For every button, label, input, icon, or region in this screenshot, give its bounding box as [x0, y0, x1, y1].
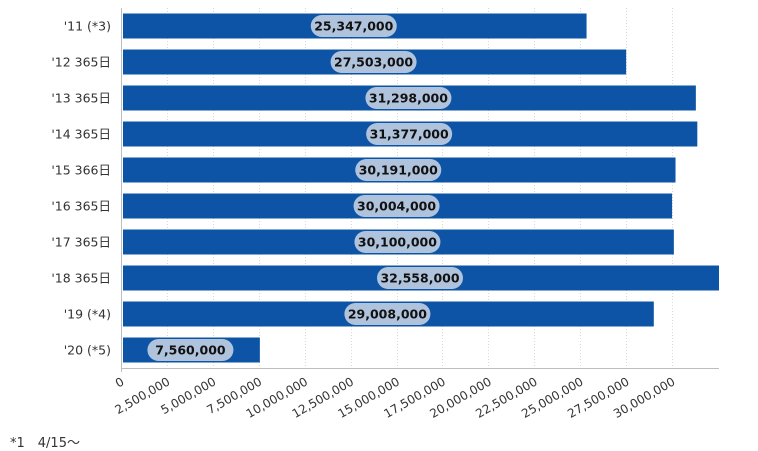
category-label: '14 365日 [51, 127, 111, 142]
value-label-bubble [353, 195, 440, 217]
value-label-bubble [344, 303, 431, 325]
value-label-bubble [366, 123, 453, 145]
category-label: '19 (*4) [64, 307, 111, 322]
value-label: 31,298,000 [369, 91, 448, 106]
value-label: 30,100,000 [358, 235, 437, 250]
value-label-bubble [330, 51, 417, 73]
category-label: '13 365日 [51, 91, 111, 106]
value-label: 27,503,000 [334, 55, 413, 70]
value-label: 29,008,000 [348, 307, 427, 322]
category-label: '16 365日 [51, 199, 111, 214]
value-label: 25,347,000 [314, 19, 393, 34]
value-label: 30,191,000 [359, 163, 438, 178]
value-label: 7,560,000 [155, 343, 226, 358]
value-label: 32,558,000 [380, 271, 459, 286]
value-label-bubble [354, 231, 441, 253]
value-label: 31,377,000 [370, 127, 449, 142]
category-label: '12 365日 [51, 55, 111, 70]
category-label: '18 365日 [51, 271, 111, 286]
value-label-bubble [310, 15, 397, 37]
x-tick-label: 0 [113, 374, 127, 390]
footnote: *1 4/15～ [10, 436, 80, 451]
value-label-bubble [355, 159, 442, 181]
value-label-bubble [365, 87, 452, 109]
category-label: '15 366日 [51, 163, 111, 178]
category-label: '11 (*3) [64, 19, 111, 34]
value-label-bubble [377, 267, 463, 289]
category-label: '17 365日 [51, 235, 111, 250]
value-label: 30,004,000 [357, 199, 436, 214]
value-label-bubble [147, 339, 234, 361]
category-label: '20 (*5) [64, 343, 111, 358]
